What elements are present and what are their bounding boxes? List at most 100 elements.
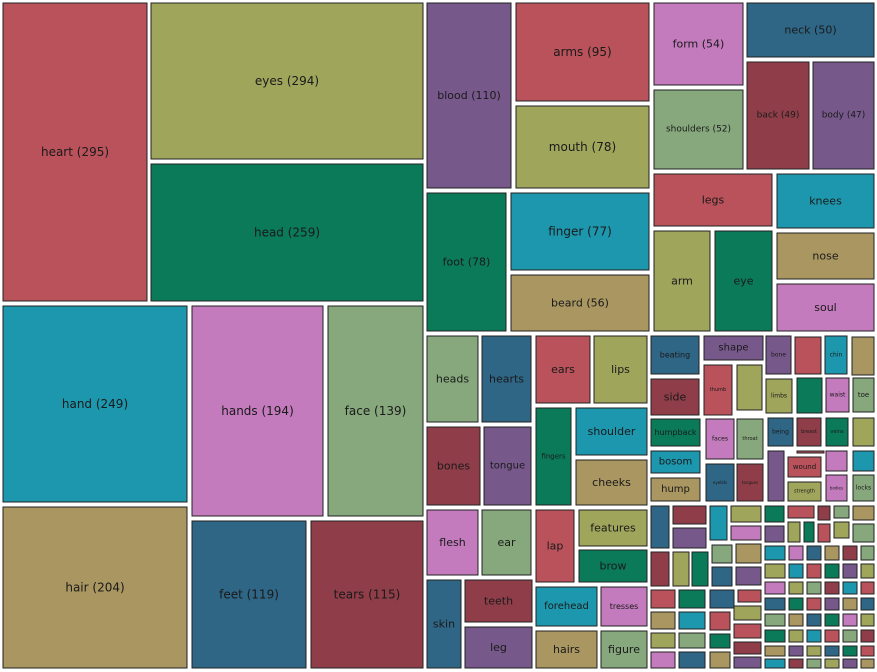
tile-humpback <box>650 418 701 447</box>
small-tile <box>672 527 707 549</box>
tile-eyes <box>150 2 424 160</box>
tile-label-mouth: mouth (78) <box>549 140 616 154</box>
small-tile <box>842 613 858 627</box>
treemap-small-tiles <box>650 336 875 669</box>
tile-being <box>767 417 794 447</box>
tile-ears <box>535 335 591 404</box>
tile-breast <box>796 417 822 447</box>
small-tile <box>796 450 825 454</box>
tile-label-chin: chin <box>830 352 843 359</box>
tile-label-form: form (54) <box>673 38 725 51</box>
small-tile <box>833 521 850 539</box>
tile-features <box>578 509 648 547</box>
tile-arm <box>653 230 711 332</box>
tile-label-thumb: thumb <box>710 387 726 393</box>
small-tile <box>851 336 875 376</box>
tile-foot <box>426 192 507 332</box>
small-tile <box>733 623 762 639</box>
small-tile <box>852 417 875 447</box>
small-tile <box>842 645 858 657</box>
tile-label-cheeks: cheeks <box>592 476 631 489</box>
tile-heart <box>2 2 148 302</box>
small-tile <box>806 563 822 579</box>
tile-limbs <box>765 378 793 414</box>
small-tile <box>709 589 735 609</box>
tile-label-throat: throat <box>742 436 757 442</box>
tile-label-veins: veins <box>830 429 844 435</box>
small-tile <box>842 658 858 669</box>
small-tile <box>764 545 786 561</box>
tile-label-finger: finger (77) <box>548 225 612 239</box>
tile-label-tears: tears (115) <box>334 588 401 602</box>
tile-label-bodies: bodies <box>830 486 843 491</box>
tile-label-figure: figure <box>608 643 640 656</box>
tile-soul <box>776 283 875 332</box>
small-tile <box>860 597 875 611</box>
tile-toe <box>852 377 875 413</box>
tile-label-arms: arms (95) <box>553 45 611 59</box>
treemap-labels: heart (295) eyes (294) head (259) hand (249… <box>41 24 871 657</box>
tile-bosom <box>650 450 701 474</box>
small-tile <box>709 633 731 649</box>
tile-label-locks: locks <box>856 485 871 492</box>
tile-label-hump: hump <box>661 484 690 495</box>
tile-bodies <box>825 474 848 502</box>
small-tile <box>842 597 858 611</box>
tile-label-features: features <box>590 522 636 535</box>
small-tile <box>650 611 676 630</box>
tile-label-faces: faces <box>712 436 728 443</box>
small-tile <box>860 645 875 657</box>
small-tile <box>860 581 875 595</box>
tile-throat <box>736 418 764 460</box>
small-tile <box>796 377 823 414</box>
small-tile <box>764 525 785 543</box>
tile-label-eyelids: eyelids <box>713 480 727 485</box>
small-tile <box>764 645 786 657</box>
tile-hair <box>2 506 188 669</box>
small-tile <box>794 336 822 375</box>
tile-label-feet: feet (119) <box>219 588 279 602</box>
tile-label-bone: bone <box>771 352 786 359</box>
small-tile <box>788 613 804 627</box>
tile-label-side: side <box>664 391 687 404</box>
small-tile <box>678 651 706 669</box>
tile-label-flesh: flesh <box>439 536 465 549</box>
small-tile <box>650 632 676 649</box>
small-tile <box>817 505 831 521</box>
small-tile <box>650 589 676 609</box>
tile-hairs <box>535 630 598 669</box>
tile-label-shape: shape <box>718 343 748 354</box>
tile-label-toe: toe <box>858 391 869 399</box>
small-tile <box>764 629 786 643</box>
small-tile <box>842 581 858 595</box>
small-tile <box>650 505 670 549</box>
tile-label-shoulder: shoulder <box>588 425 636 438</box>
tile-label-hairs: hairs <box>553 643 580 656</box>
small-tile <box>852 505 875 521</box>
tile-beard <box>510 274 650 332</box>
small-tile <box>735 543 762 564</box>
small-tile <box>730 525 762 541</box>
tile-label-bosom: bosom <box>659 457 693 468</box>
small-tile <box>735 566 762 586</box>
small-tile <box>672 551 690 587</box>
tile-label-neck: neck (50) <box>784 24 836 37</box>
tile-label-arm: arm <box>671 275 693 288</box>
small-tile <box>650 651 676 669</box>
tile-label-heads: heads <box>436 373 469 386</box>
tile-ear <box>481 509 532 576</box>
tile-eye <box>714 230 773 332</box>
small-tile <box>678 589 706 609</box>
tile-label-fingers: fingers <box>541 453 565 461</box>
tile-legs <box>653 173 773 227</box>
small-tile <box>817 523 831 543</box>
small-tile <box>806 629 822 643</box>
small-tile <box>852 523 875 543</box>
small-tile <box>842 545 858 561</box>
small-tile <box>824 545 840 561</box>
tile-label-hearts: hearts <box>489 373 524 386</box>
small-tile <box>852 450 875 472</box>
tile-label-lips: lips <box>611 363 630 376</box>
tile-label-limbs: limbs <box>771 393 787 400</box>
small-tile <box>860 545 875 561</box>
